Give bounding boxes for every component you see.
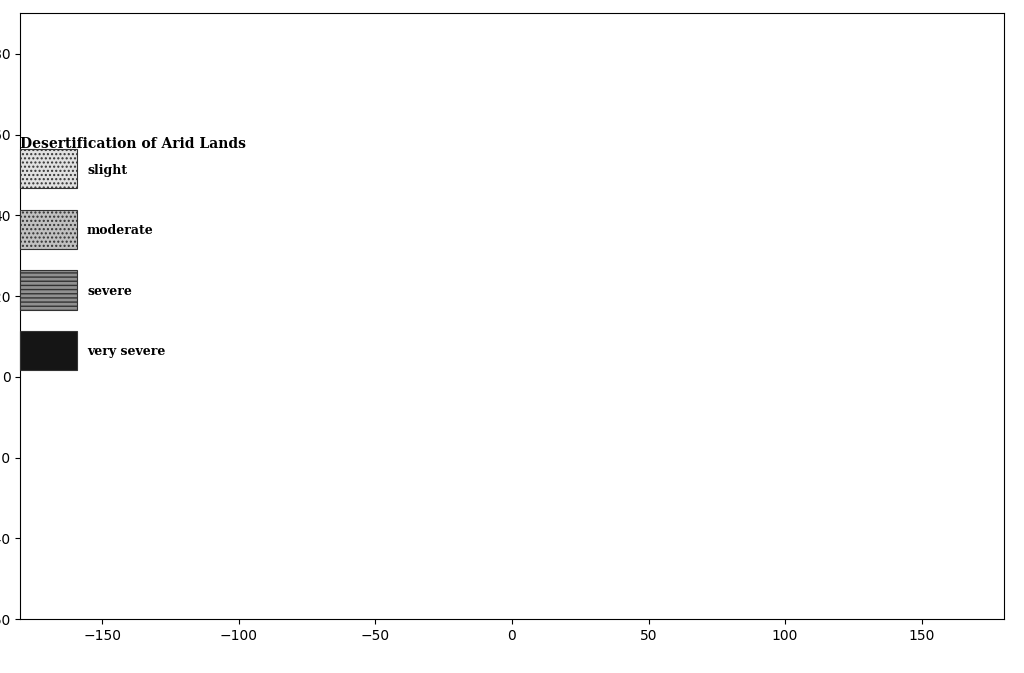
Text: Desertification of Arid Lands: Desertification of Arid Lands — [20, 137, 247, 151]
Text: moderate: moderate — [87, 224, 154, 238]
Text: severe: severe — [87, 285, 132, 298]
Text: very severe: very severe — [87, 345, 166, 359]
Text: slight: slight — [87, 164, 127, 177]
